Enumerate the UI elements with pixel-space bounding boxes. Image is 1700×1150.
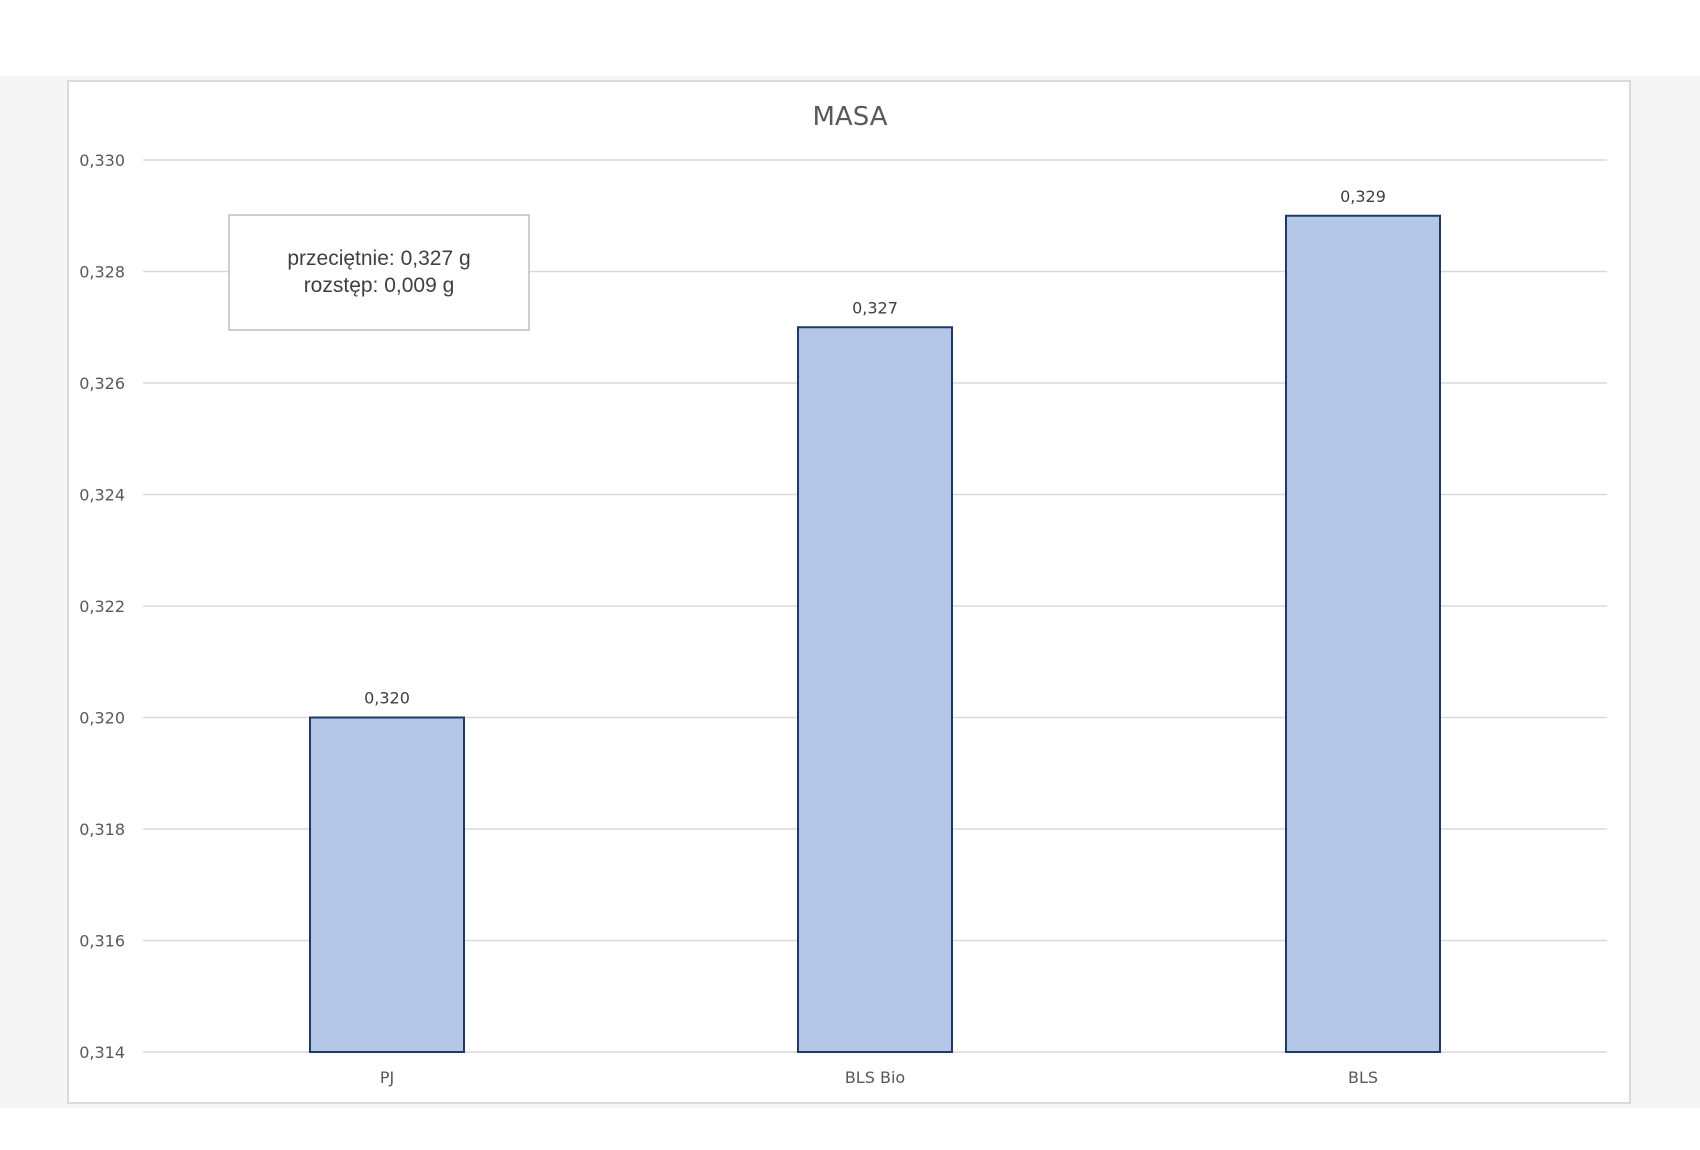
y-axis-tick-labels: 0,314 0,316 0,318 0,320 0,322 0,324 0,326 0,328… — [79, 151, 125, 1062]
data-label: 0,327 — [852, 298, 898, 317]
annotation-box: przeciętnie: 0,327 g rozstęp: 0,009 g — [229, 215, 529, 330]
bar-pj — [310, 718, 464, 1053]
chart-title: MASA — [813, 102, 888, 132]
x-tick-label: PJ — [380, 1068, 394, 1087]
annotation-average: przeciętnie: 0,327 g — [287, 247, 470, 270]
y-tick-label: 0,314 — [79, 1043, 125, 1062]
annotation-range: rozstęp: 0,009 g — [304, 274, 455, 297]
x-tick-label: BLS Bio — [845, 1068, 905, 1087]
data-label: 0,320 — [364, 689, 410, 708]
x-tick-label: BLS — [1348, 1068, 1378, 1087]
y-tick-label: 0,326 — [79, 374, 125, 393]
y-tick-label: 0,328 — [79, 263, 125, 282]
y-tick-label: 0,322 — [79, 597, 125, 616]
y-tick-label: 0,324 — [79, 486, 125, 505]
bar-bls — [1286, 216, 1440, 1052]
annotation-box-border — [229, 215, 529, 330]
y-tick-label: 0,330 — [79, 151, 125, 170]
y-tick-label: 0,316 — [79, 932, 125, 951]
y-tick-label: 0,318 — [79, 820, 125, 839]
bar-bls-bio — [798, 327, 952, 1052]
x-axis-tick-labels: PJ BLS Bio BLS — [380, 1068, 1378, 1087]
y-tick-label: 0,320 — [79, 709, 125, 728]
bars — [310, 216, 1440, 1052]
data-label: 0,329 — [1340, 187, 1386, 206]
